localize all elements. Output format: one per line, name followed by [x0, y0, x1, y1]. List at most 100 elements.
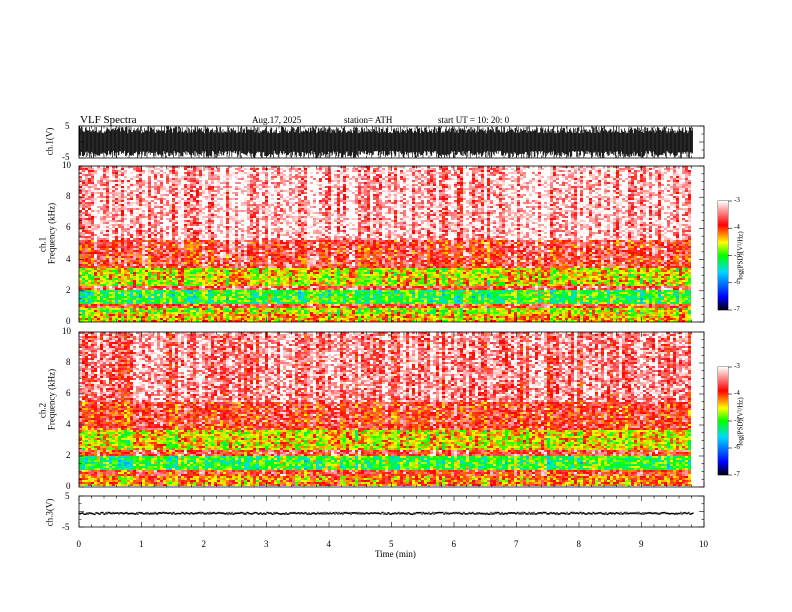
- spectrogram-cells: [382, 170, 385, 172]
- spectrogram-cells: [625, 224, 628, 226]
- spectrogram-cells: [616, 236, 619, 238]
- spectrogram-cells: [511, 242, 514, 244]
- spectrogram-cells: [394, 248, 397, 250]
- spectrogram-cells: [421, 200, 424, 202]
- spectrogram-cells: [505, 240, 508, 242]
- spectrogram-cells: [151, 240, 154, 242]
- spectrogram-cells: [631, 236, 634, 238]
- spectrogram-cells: [394, 204, 397, 206]
- spectrogram-cells: [640, 176, 643, 178]
- spectrogram-cells: [298, 242, 301, 244]
- spectrogram-cells: [400, 220, 403, 222]
- spectrogram-cells: [385, 176, 388, 178]
- spectrogram-cells: [583, 226, 586, 228]
- spectrogram-cells: [355, 178, 358, 180]
- spectrogram-cells: [391, 240, 415, 242]
- spectrogram-cells: [82, 208, 85, 210]
- spectrogram-cells: [460, 182, 463, 184]
- spectrogram-cells: [115, 224, 136, 226]
- spectrogram-cells: [496, 244, 499, 246]
- spectrogram-cells: [256, 236, 259, 238]
- spectrogram-cells: [616, 230, 619, 232]
- spectrogram-cells: [151, 218, 154, 220]
- spectrogram-cells: [550, 238, 553, 240]
- spectrogram-cells: [202, 246, 205, 248]
- spectrogram-cells: [277, 226, 280, 228]
- spectrogram-cells: [445, 176, 448, 178]
- spectrogram-cells: [688, 172, 691, 174]
- spectrogram-cells: [310, 206, 313, 208]
- spectrogram-cells: [532, 170, 535, 172]
- spectrogram-cells: [229, 230, 232, 232]
- spectrogram-cells: [184, 204, 187, 206]
- spectrogram-cells: [313, 192, 319, 194]
- spectrogram-cells: [109, 242, 112, 244]
- spectrogram-cells: [502, 188, 505, 190]
- spectrogram-cells: [376, 206, 379, 208]
- spectrogram-cells: [262, 208, 265, 210]
- spectrogram-cells: [193, 212, 196, 214]
- spectrogram-cells: [643, 244, 646, 246]
- spectrogram-cells: [211, 186, 214, 188]
- spectrogram-cells: [631, 226, 634, 228]
- spectrogram-cells: [85, 210, 88, 212]
- spectrogram-cells: [175, 222, 178, 224]
- spectrogram-cells: [442, 206, 454, 208]
- spectrogram-cells: [481, 198, 484, 200]
- spectrogram-cells: [640, 184, 643, 186]
- spectrogram-cells: [505, 250, 508, 252]
- spectrogram-cells: [469, 180, 472, 182]
- spectrogram-cells: [433, 196, 436, 198]
- spectrogram-cells: [445, 230, 448, 232]
- spectrogram-cells: [274, 192, 277, 194]
- spectrogram-cells: [583, 168, 586, 170]
- spectrogram-cells: [550, 192, 553, 194]
- spectrogram-cells: [226, 244, 229, 246]
- spectrogram-cells: [472, 238, 475, 240]
- spectrogram-cells: [226, 192, 229, 194]
- spectrogram-cells: [130, 236, 133, 238]
- spectrogram-cells: [199, 174, 202, 176]
- spectrogram-cells: [331, 214, 334, 216]
- spectrogram-cells: [148, 168, 151, 170]
- spectrogram-cells: [343, 248, 346, 250]
- spectrogram-cells: [490, 188, 493, 190]
- spectrogram-cells: [139, 202, 142, 204]
- spectrogram-cells: [187, 228, 190, 230]
- spectrogram-cells: [277, 196, 280, 198]
- spectrogram-cells: [202, 190, 205, 192]
- spectrogram-cells: [271, 182, 274, 184]
- spectrogram-cells: [403, 182, 406, 184]
- spectrogram-cells: [472, 192, 475, 194]
- spectrogram-cells: [538, 180, 541, 182]
- spectrogram-cells: [304, 194, 307, 196]
- spectrogram-cells: [430, 174, 433, 176]
- spectrogram-cells: [454, 196, 457, 198]
- spectrogram-cells: [625, 168, 628, 170]
- spectrogram-cells: [490, 248, 493, 250]
- spectrogram-cells: [154, 206, 508, 208]
- spectrogram-cells: [85, 194, 88, 196]
- spectrogram-cells: [445, 232, 448, 234]
- spectrogram-cells: [517, 202, 520, 204]
- spectrogram-cells: [472, 218, 475, 220]
- spectrogram-cells: [442, 188, 445, 190]
- spectrogram-cells: [631, 230, 634, 232]
- spectrogram-cells: [196, 234, 199, 236]
- spectrogram-cells: [187, 184, 190, 186]
- spectrogram-cells: [571, 242, 574, 244]
- spectrogram-cells: [598, 174, 601, 176]
- spectrogram-cells: [565, 170, 568, 172]
- spectrogram-cells: [127, 238, 130, 240]
- spectrogram-cells: [574, 224, 577, 226]
- spectrogram-cells: [262, 226, 265, 228]
- spectrogram-cells: [460, 198, 463, 200]
- spectrogram-cells: [163, 240, 166, 242]
- spectrogram-cells: [133, 198, 136, 200]
- spectrogram-cells: [559, 224, 562, 226]
- spectrogram-cells: [229, 202, 232, 204]
- spectrogram-cells: [313, 250, 316, 252]
- spectrogram-cells: [187, 180, 190, 182]
- spectrogram-cells: [121, 242, 124, 244]
- spectrogram-cells: [520, 226, 523, 228]
